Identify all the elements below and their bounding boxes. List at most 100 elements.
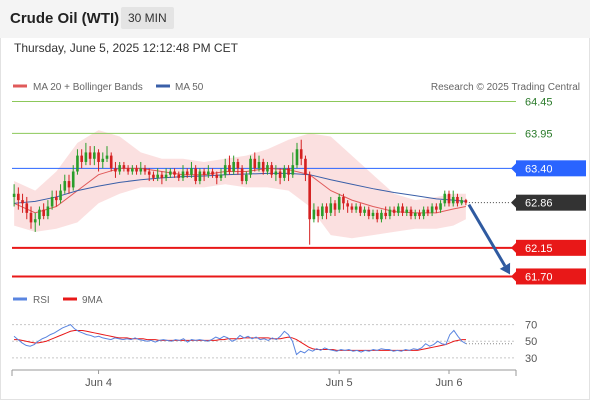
candle-body: [59, 190, 62, 201]
candle-body: [451, 196, 455, 204]
candle-body: [169, 171, 172, 175]
candle-body: [156, 174, 159, 178]
forecast: [467, 203, 511, 275]
candle-body: [17, 193, 20, 201]
candle-body: [160, 174, 164, 178]
rsi-tick-label: 70: [525, 320, 537, 332]
level-label-pivot: 63.40: [525, 163, 553, 175]
candle-body: [232, 161, 235, 172]
candle-body: [337, 196, 341, 210]
level-tag-pivot: [516, 160, 586, 177]
level-tag-support: [516, 239, 586, 256]
candle-body: [405, 209, 409, 213]
candle-body: [97, 152, 100, 162]
candle-body: [139, 168, 143, 172]
candle-body: [359, 206, 362, 213]
level-tag-pointer: [511, 163, 516, 174]
candle-body: [435, 206, 438, 210]
candle-body: [177, 174, 181, 178]
candle-body: [202, 171, 206, 175]
candle-body: [173, 171, 176, 175]
x-tick-label: Jun 5: [326, 377, 353, 389]
candle-body: [190, 168, 193, 175]
x-tick-label: Jun 4: [85, 377, 112, 389]
candle-body: [261, 161, 265, 172]
candle-body: [291, 165, 295, 175]
candle-body: [371, 212, 375, 217]
timeframe-button[interactable]: 30 MIN: [121, 7, 174, 29]
candle-body: [236, 161, 240, 169]
candle-body: [308, 174, 311, 220]
candle-body: [67, 181, 71, 188]
candle-body: [312, 209, 316, 220]
bollinger-bands: [14, 130, 466, 239]
x-tick-label: Jun 6: [436, 377, 463, 389]
candle-body: [223, 165, 227, 175]
candle-body: [63, 181, 67, 191]
level-tag-pointer: [511, 197, 516, 208]
candle-body: [329, 203, 333, 213]
candle-body: [143, 168, 147, 172]
candle-body: [321, 206, 324, 217]
candle-body: [346, 203, 349, 207]
level-tag-pointer: [511, 271, 516, 282]
candle-body: [147, 171, 151, 175]
ma20-legend-label: MA 20 + Bollinger Bands: [33, 82, 143, 93]
candle-body: [409, 209, 413, 217]
candle-body: [299, 149, 303, 159]
rsi-line: [13, 324, 467, 356]
candle-body: [207, 171, 210, 175]
candle-body: [38, 209, 41, 220]
level-label-support: 61.70: [525, 271, 553, 283]
candle-body: [447, 193, 451, 204]
candle-body: [152, 174, 155, 178]
bollinger-band-area: [14, 130, 466, 239]
candle-body: [76, 155, 79, 172]
candle-body: [114, 168, 117, 172]
candle-body: [278, 171, 282, 178]
forecast-arrow-shaft: [467, 203, 507, 267]
candle-body: [401, 206, 404, 213]
ma50-legend-label: MA 50: [175, 82, 204, 93]
candle-body: [350, 206, 354, 210]
forecast-arrow-head: [499, 262, 511, 275]
candle-body: [426, 209, 430, 213]
candle-body: [388, 209, 392, 217]
candle-body: [413, 212, 417, 217]
candle-body: [253, 158, 257, 169]
candle-body: [42, 209, 45, 217]
candle-body: [392, 209, 396, 213]
level-tag-pointer: [511, 242, 516, 253]
candle-body: [228, 165, 231, 172]
candle-body: [439, 203, 442, 210]
candle-body: [430, 206, 434, 213]
candle-body: [46, 206, 50, 217]
candle-body: [105, 155, 109, 159]
price-levels: 64.45 63.95 63.40 62.86 62.15 61.70: [12, 97, 586, 285]
candle-body: [55, 196, 58, 201]
candles: [12, 139, 468, 245]
candle-body: [25, 203, 29, 213]
candle-body: [460, 200, 463, 204]
candle-body: [118, 165, 121, 172]
candle-body: [33, 219, 37, 223]
candle-body: [270, 165, 273, 175]
candle-body: [443, 193, 447, 204]
candle-body: [211, 171, 214, 175]
candle-body: [274, 171, 278, 175]
candle-body: [88, 152, 92, 159]
candle-body: [316, 209, 320, 217]
candle-body: [304, 158, 307, 175]
candle-body: [101, 158, 105, 162]
candle-body: [71, 171, 75, 188]
candle-body: [354, 206, 358, 210]
candle-body: [50, 196, 54, 207]
candle-body: [131, 168, 134, 172]
candle-body: [266, 165, 269, 172]
candle-body: [464, 200, 468, 203]
level-tag-last: [516, 194, 586, 211]
candle-body: [375, 212, 379, 220]
candle-body: [181, 171, 185, 178]
candle-body: [240, 168, 244, 182]
candle-body: [84, 152, 88, 162]
